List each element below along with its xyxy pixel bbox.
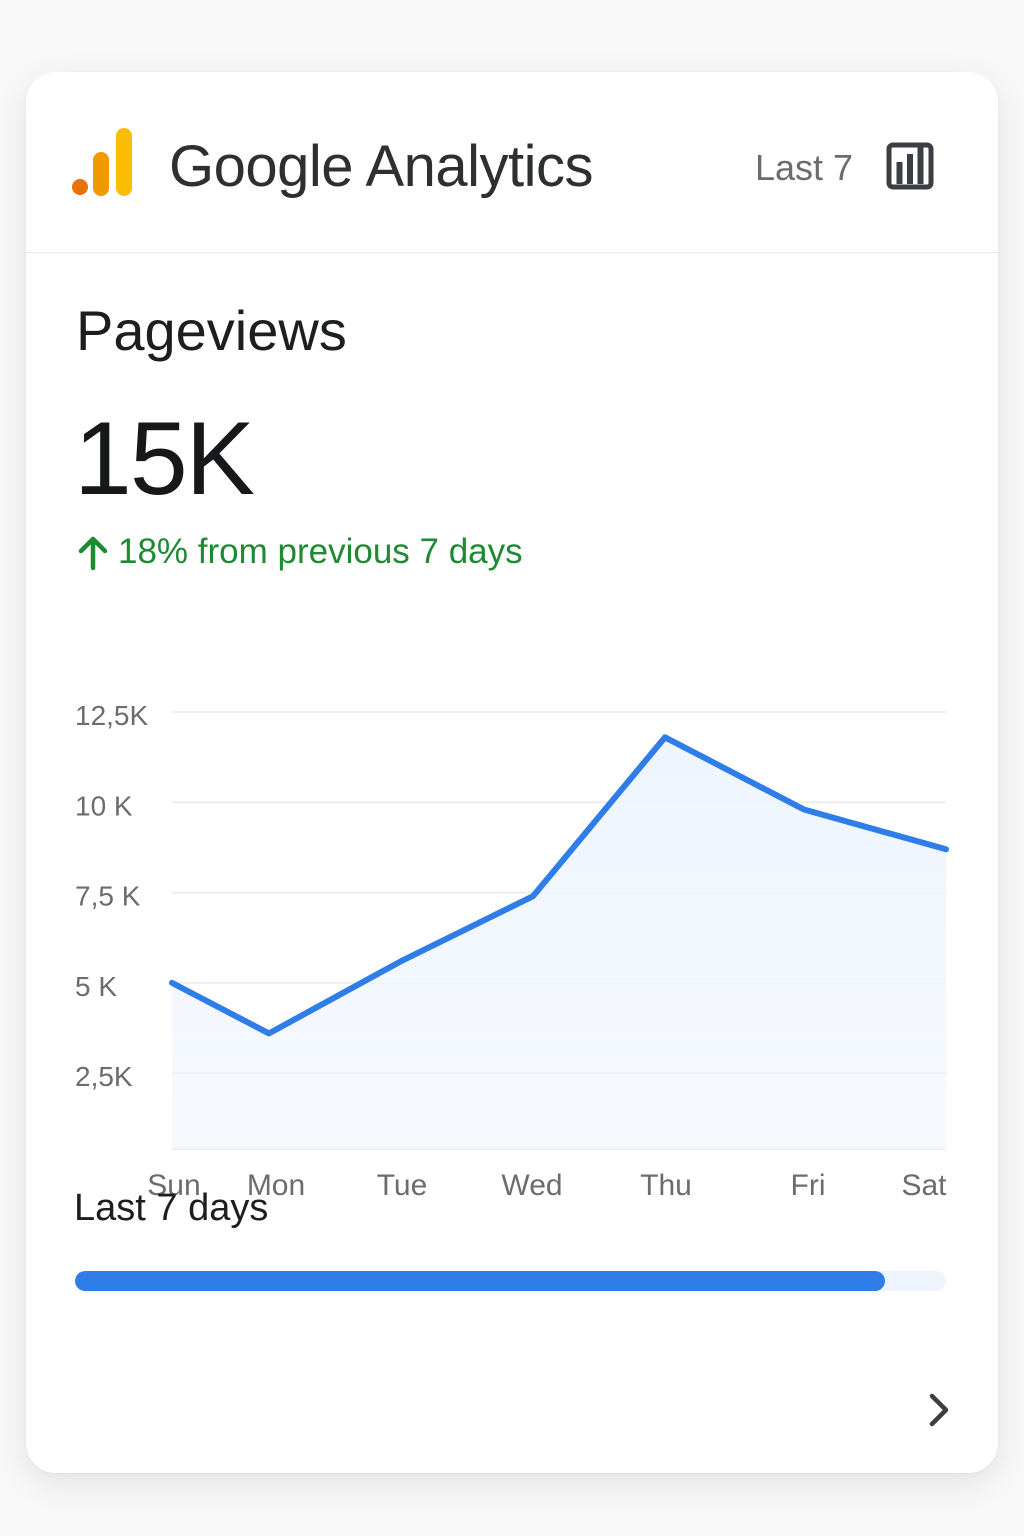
google-analytics-logo-icon [72, 128, 132, 196]
card-header: Google Analytics Last 7 [26, 72, 998, 253]
data-point-tue [398, 958, 404, 964]
bar-chart-icon [886, 142, 934, 190]
x-tick-label: Thu [640, 1169, 692, 1202]
series-line [169, 734, 949, 1037]
arrow-up-icon [78, 536, 108, 570]
y-tick-label: 5 K [75, 971, 117, 1002]
x-tick-label: Mon [247, 1169, 305, 1202]
data-point-sat [943, 846, 949, 852]
pageviews-chart: 12,5K 10 K 7,5 K 5 K 2,5K Sun Mon Tue Wed Thu Fri S… [75, 700, 949, 1202]
x-tick-label: Wed [501, 1169, 562, 1202]
brand-name: Google Analytics [169, 134, 594, 199]
x-tick-label: Sat [901, 1169, 947, 1202]
y-tick-label: 2,5K [75, 1061, 133, 1092]
data-point-mon [266, 1030, 272, 1036]
analytics-card: Google Analytics Last 7 Pageviews 15K 18… [26, 72, 998, 1473]
series-area [172, 737, 946, 1149]
y-tick-label: 7,5 K [75, 881, 141, 912]
period-progress-bar [75, 1271, 946, 1291]
x-tick-label: Tue [377, 1169, 428, 1202]
y-tick-label: 12,5K [75, 700, 148, 731]
period-progress-fill [75, 1271, 886, 1291]
date-range-label[interactable]: Last 7 [755, 147, 854, 188]
delta-text: 18% from previous 7 days [118, 532, 523, 571]
metric-title: Pageviews [76, 299, 347, 362]
x-tick-label: Sun [147, 1169, 200, 1202]
data-point-wed [530, 893, 536, 899]
period-label: Last 7 days [74, 1187, 269, 1229]
data-point-sun [169, 980, 175, 986]
chart-toggle-button[interactable] [878, 138, 942, 198]
data-point-fri [801, 807, 807, 813]
metric-value: 15K [74, 401, 255, 517]
next-button[interactable] [914, 1386, 962, 1434]
x-tick-label: Fri [791, 1169, 826, 1202]
data-point-thu [662, 734, 668, 740]
chevron-right-icon [929, 1393, 949, 1427]
metric-delta: 18% from previous 7 days [76, 530, 523, 574]
y-tick-label: 10 K [75, 790, 133, 821]
